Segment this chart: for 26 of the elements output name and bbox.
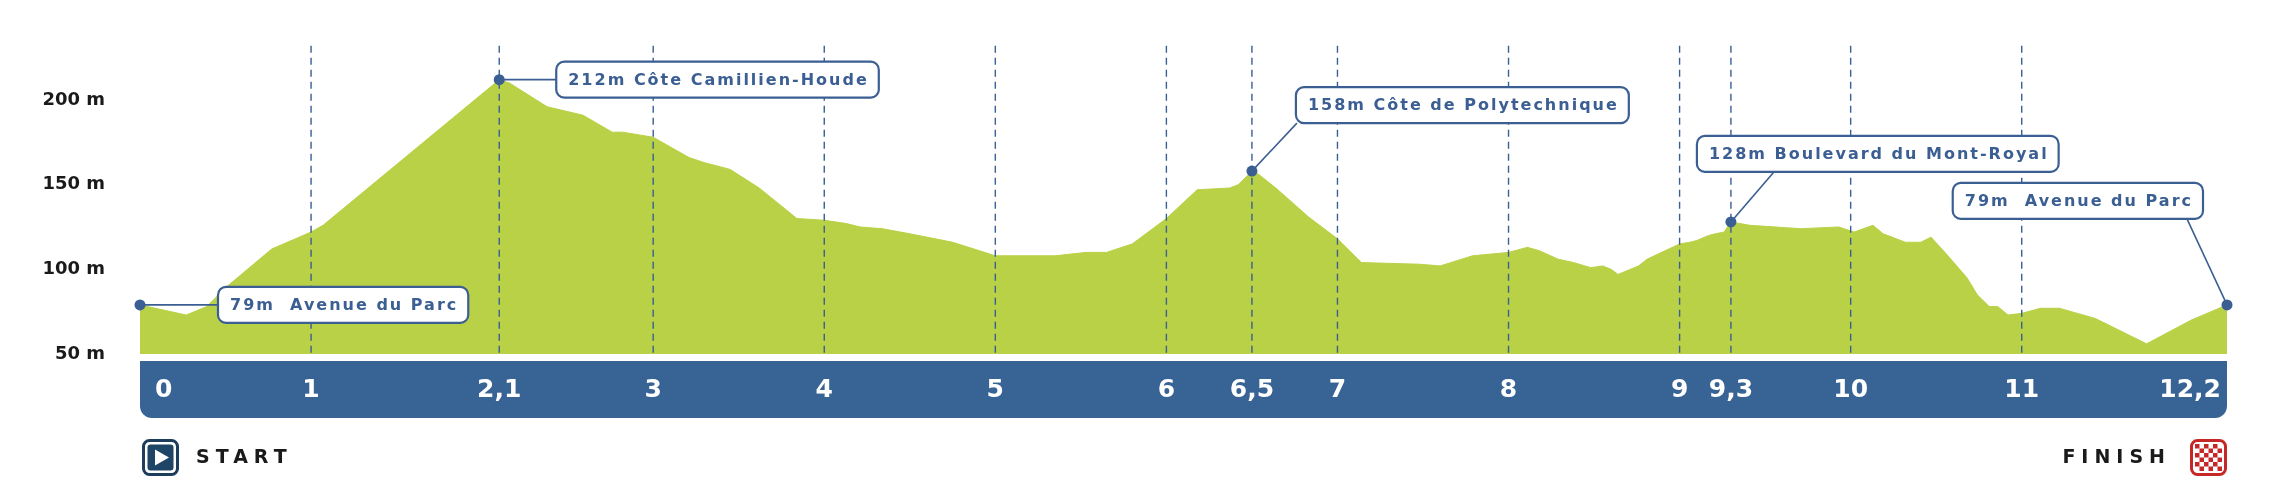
x-tick-label: 1 — [302, 374, 320, 403]
text: START — [196, 444, 293, 467]
x-tick-label: 11 — [2004, 374, 2040, 403]
x-tick-label: 6,5 — [1229, 374, 1275, 403]
x-tick-label: 4 — [815, 374, 833, 403]
y-tick-label: 100 m — [42, 257, 105, 278]
annotation: 212m Côte Camillien-Houde — [568, 69, 869, 89]
x-tick-label: 12,2 — [2159, 374, 2221, 403]
y-tick-label: 150 m — [42, 172, 105, 194]
x-tick-label: 0 — [154, 374, 173, 403]
x-tick-label: 3 — [644, 374, 662, 403]
x-tick-label: 10 — [1833, 374, 1869, 403]
x-tick-label: 2,1 — [477, 374, 522, 403]
x-tick-label: 5 — [986, 374, 1005, 403]
annotation: 158m Côte de Polytechnique — [1307, 95, 1619, 115]
x-tick-label: 9,3 — [1708, 374, 1754, 403]
annotation: 79m Avenue du Parc — [1964, 191, 2194, 211]
x-tick-label: 7 — [1328, 374, 1347, 403]
y-tick-label: 50 m — [54, 341, 105, 363]
x-tick-label: 9 — [1670, 374, 1689, 403]
x-tick-label: 8 — [1499, 374, 1518, 403]
annotation: 79m Avenue du Parc — [230, 295, 459, 315]
x-tick-label: 6 — [1157, 374, 1176, 403]
text: FINISH — [2062, 444, 2171, 467]
y-tick-label: 200 m — [42, 87, 105, 109]
annotation: 128m Boulevard du Mont-Royal — [1708, 144, 2049, 164]
